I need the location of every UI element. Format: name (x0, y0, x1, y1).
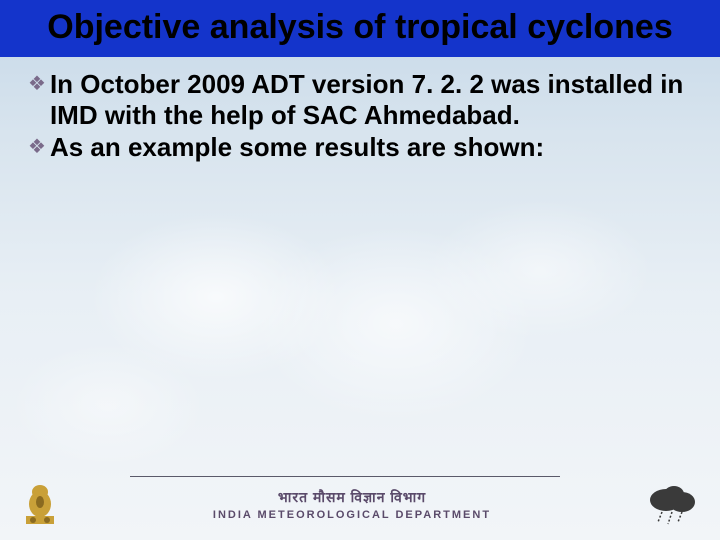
bullet-text: In October 2009 ADT version 7. 2. 2 was … (50, 69, 692, 130)
india-emblem-icon (20, 478, 60, 530)
slide-content: ❖ In October 2009 ADT version 7. 2. 2 wa… (0, 57, 720, 163)
footer-divider (130, 476, 560, 477)
slide-title: Objective analysis of tropical cyclones (0, 0, 720, 57)
footer-org-name: भारत मौसम विज्ञान विभाग INDIA METEOROLOG… (72, 488, 632, 521)
slide-footer: भारत मौसम विज्ञान विभाग INDIA METEOROLOG… (0, 468, 720, 540)
footer-english-text: INDIA METEOROLOGICAL DEPARTMENT (213, 509, 491, 521)
bullet-item: ❖ In October 2009 ADT version 7. 2. 2 wa… (28, 69, 692, 130)
bullet-item: ❖ As an example some results are shown: (28, 132, 692, 163)
footer-hindi-text: भारत मौसम विज्ञान विभाग (278, 488, 426, 507)
bullet-text: As an example some results are shown: (50, 132, 544, 163)
diamond-bullet-icon: ❖ (28, 69, 46, 99)
rain-cloud-icon (644, 482, 700, 526)
diamond-bullet-icon: ❖ (28, 132, 46, 162)
